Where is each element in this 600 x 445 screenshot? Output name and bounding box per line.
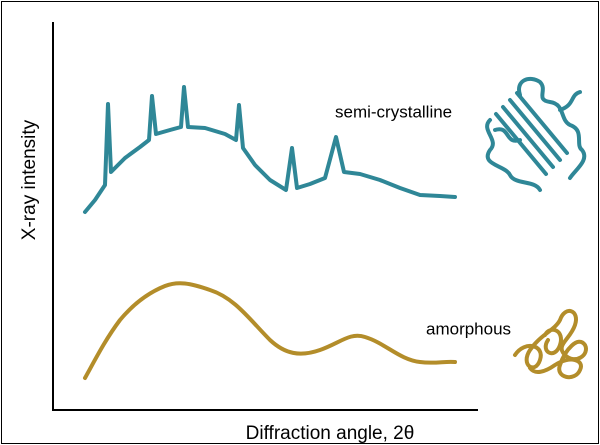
- y-axis-label: X-ray intensity: [19, 119, 40, 240]
- amorphous-icon: [513, 309, 588, 380]
- amorphous-label: amorphous: [426, 319, 511, 338]
- x-axis-label: Diffraction angle, 2θ: [246, 423, 415, 444]
- semi-crystalline-icon: [485, 76, 587, 192]
- amorphous-curve: [83, 281, 457, 380]
- semi-crystalline-label: semi-crystalline: [335, 102, 452, 121]
- semi-crystalline-curve: [83, 85, 457, 214]
